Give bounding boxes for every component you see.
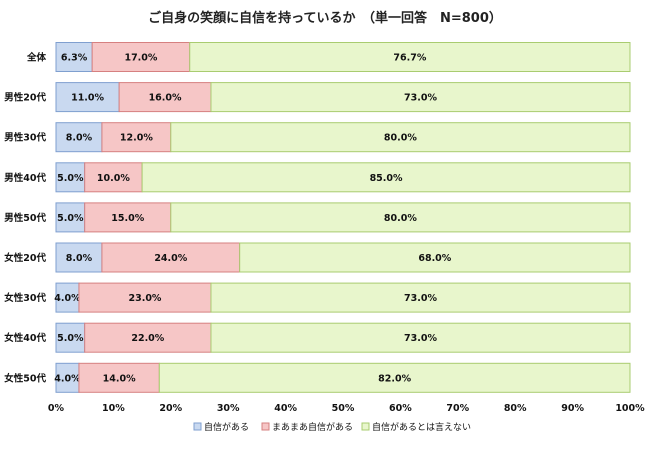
data-label: 5.0% <box>57 333 84 344</box>
bar-segment <box>118 82 212 113</box>
data-label: 22.0% <box>131 333 164 344</box>
bar-segment <box>78 362 160 393</box>
category-label: 男性20代 <box>4 92 46 104</box>
x-tick-label: 60% <box>389 403 412 414</box>
bar-segment <box>55 122 103 153</box>
bar-segment <box>239 242 631 273</box>
bar-segment <box>55 202 86 233</box>
legend-label: 自信があるとは言えない <box>372 421 471 433</box>
data-label: 5.0% <box>57 213 84 224</box>
data-label: 80.0% <box>384 213 417 224</box>
data-label: 5.0% <box>57 173 84 184</box>
bar-segment <box>91 42 191 72</box>
data-label: 10.0% <box>97 173 130 184</box>
bar-segment <box>170 202 631 233</box>
category-label: 女性20代 <box>4 252 46 264</box>
x-tick-label: 100% <box>615 403 645 414</box>
x-axis: 0% 10% 20% 30% 40% 50% 60% 70% 80% 90% 100% <box>48 403 645 414</box>
data-label: 76.7% <box>393 53 426 64</box>
x-tick-label: 90% <box>561 403 584 414</box>
data-label: 16.0% <box>149 93 182 104</box>
bar-segment <box>141 162 631 193</box>
category-label: 男性40代 <box>4 172 46 184</box>
x-tick-label: 0% <box>48 403 65 414</box>
data-label: 17.0% <box>124 53 157 64</box>
bar-segment <box>210 82 631 113</box>
legend-swatch <box>193 422 202 431</box>
data-label: 8.0% <box>66 133 93 144</box>
bar-segment <box>84 202 172 233</box>
legend-swatch <box>361 422 370 431</box>
bar-segment <box>158 362 631 393</box>
category-label: 女性50代 <box>4 372 46 384</box>
bars-layer: 6.3% 17.0% 76.7% 11.0% 16.0% 73.0% 8.0% 12.0% 80… <box>54 42 631 393</box>
legend: 自信がある まあまあ自信がある 自信があるとは言えない <box>193 421 471 433</box>
data-label: 4.0% <box>54 293 81 304</box>
bar-segment <box>55 42 93 72</box>
bar-segment <box>101 122 172 153</box>
bar-segment <box>84 322 212 353</box>
data-label: 15.0% <box>111 213 144 224</box>
data-label: 12.0% <box>120 133 153 144</box>
bar-segment <box>189 42 631 72</box>
legend-swatch <box>261 422 270 431</box>
legend-label: 自信がある <box>204 421 249 433</box>
x-tick-label: 10% <box>102 403 125 414</box>
data-label: 82.0% <box>378 373 411 384</box>
data-label: 23.0% <box>128 293 161 304</box>
data-label: 4.0% <box>54 373 81 384</box>
data-label: 8.0% <box>66 253 93 264</box>
legend-label: まあまあ自信がある <box>272 421 353 433</box>
data-label: 24.0% <box>154 253 187 264</box>
bar-segment <box>210 322 631 353</box>
bar-segment <box>210 282 631 313</box>
x-tick-label: 40% <box>274 403 297 414</box>
bar-segment <box>78 282 212 313</box>
bar-segment <box>170 122 631 153</box>
data-label: 73.0% <box>404 293 437 304</box>
x-tick-label: 50% <box>332 403 355 414</box>
x-tick-label: 20% <box>159 403 182 414</box>
category-label: 女性40代 <box>4 332 46 344</box>
bar-segment <box>55 322 86 353</box>
bar-segment <box>55 242 103 273</box>
bar-segment <box>55 162 86 193</box>
x-tick-label: 70% <box>446 403 469 414</box>
data-label: 85.0% <box>370 173 403 184</box>
category-label: 全体 <box>26 52 47 64</box>
x-tick-label: 30% <box>217 403 240 414</box>
data-label: 68.0% <box>418 253 451 264</box>
category-labels: 全体男性20代男性30代男性40代男性50代女性20代女性30代女性40代女性5… <box>4 52 46 385</box>
bar-segment <box>101 242 241 273</box>
category-label: 女性30代 <box>4 292 46 304</box>
chart-title: ご自身の笑顔に自信を持っているか （単一回答 N=800） <box>148 10 502 26</box>
category-label: 男性30代 <box>4 132 46 144</box>
data-label: 14.0% <box>103 373 136 384</box>
data-label: 73.0% <box>404 333 437 344</box>
data-label: 6.3% <box>61 53 88 64</box>
category-label: 男性50代 <box>4 212 46 224</box>
data-label: 80.0% <box>384 133 417 144</box>
x-tick-label: 80% <box>504 403 527 414</box>
data-label: 11.0% <box>71 93 104 104</box>
data-label: 73.0% <box>404 93 437 104</box>
